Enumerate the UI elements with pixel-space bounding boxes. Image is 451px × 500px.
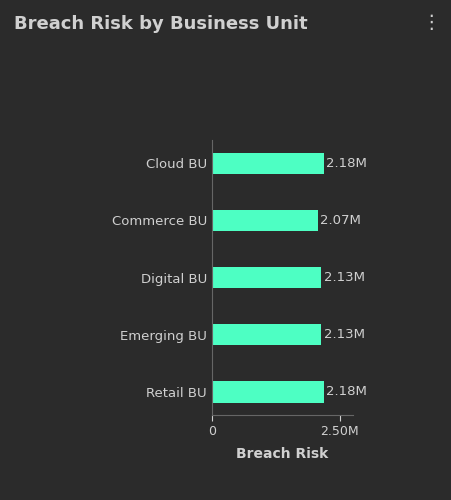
Text: Breach Risk by Business Unit: Breach Risk by Business Unit [14,15,307,33]
Text: 2.13M: 2.13M [323,271,364,284]
Text: 2.07M: 2.07M [320,214,360,227]
Text: 2.18M: 2.18M [325,385,366,398]
X-axis label: Breach Risk: Breach Risk [236,447,328,461]
Text: 2.13M: 2.13M [323,328,364,341]
Bar [212,266,320,288]
Bar [212,324,320,345]
Bar [212,381,323,402]
Bar [212,152,323,174]
Bar [212,210,317,232]
Text: ⋮: ⋮ [420,12,440,32]
Text: 2.18M: 2.18M [325,157,366,170]
